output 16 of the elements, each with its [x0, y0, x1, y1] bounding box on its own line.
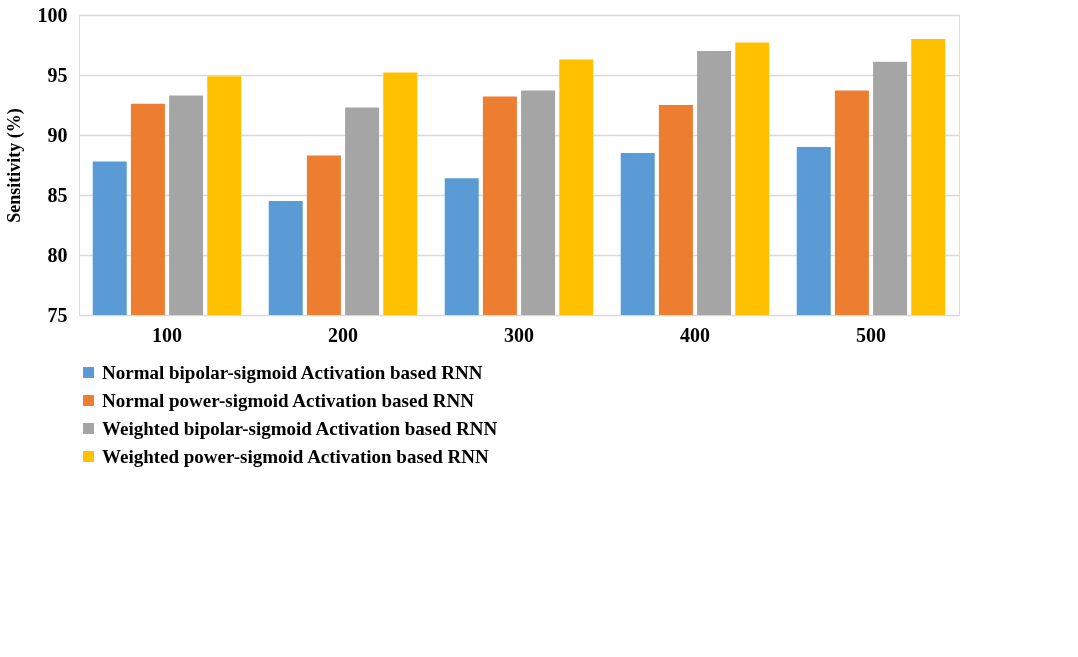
- x-tick-label: 300: [504, 323, 534, 346]
- legend-label: Normal bipolar-sigmoid Activation based RNN: [102, 361, 483, 383]
- y-axis-title: Sensitivity (%): [3, 108, 25, 223]
- legend-label: Normal power-sigmoid Activation based RNN: [102, 389, 475, 411]
- x-tick-label: 100: [152, 323, 182, 346]
- y-tick-label: 75: [47, 303, 68, 326]
- legend-label: Weighted bipolar-sigmoid Activation based RNN: [102, 417, 498, 439]
- y-tick-label: 80: [47, 243, 68, 266]
- y-tick-label: 95: [47, 63, 68, 86]
- y-tick-label: 100: [37, 3, 68, 26]
- y-tick-label: 90: [47, 123, 68, 146]
- legend-label: Weighted power-sigmoid Activation based RNN: [102, 445, 489, 467]
- x-tick-label: 200: [328, 323, 358, 346]
- y-tick-label: 85: [47, 183, 68, 206]
- x-tick-label: 400: [680, 323, 710, 346]
- x-tick-label: 500: [856, 323, 886, 346]
